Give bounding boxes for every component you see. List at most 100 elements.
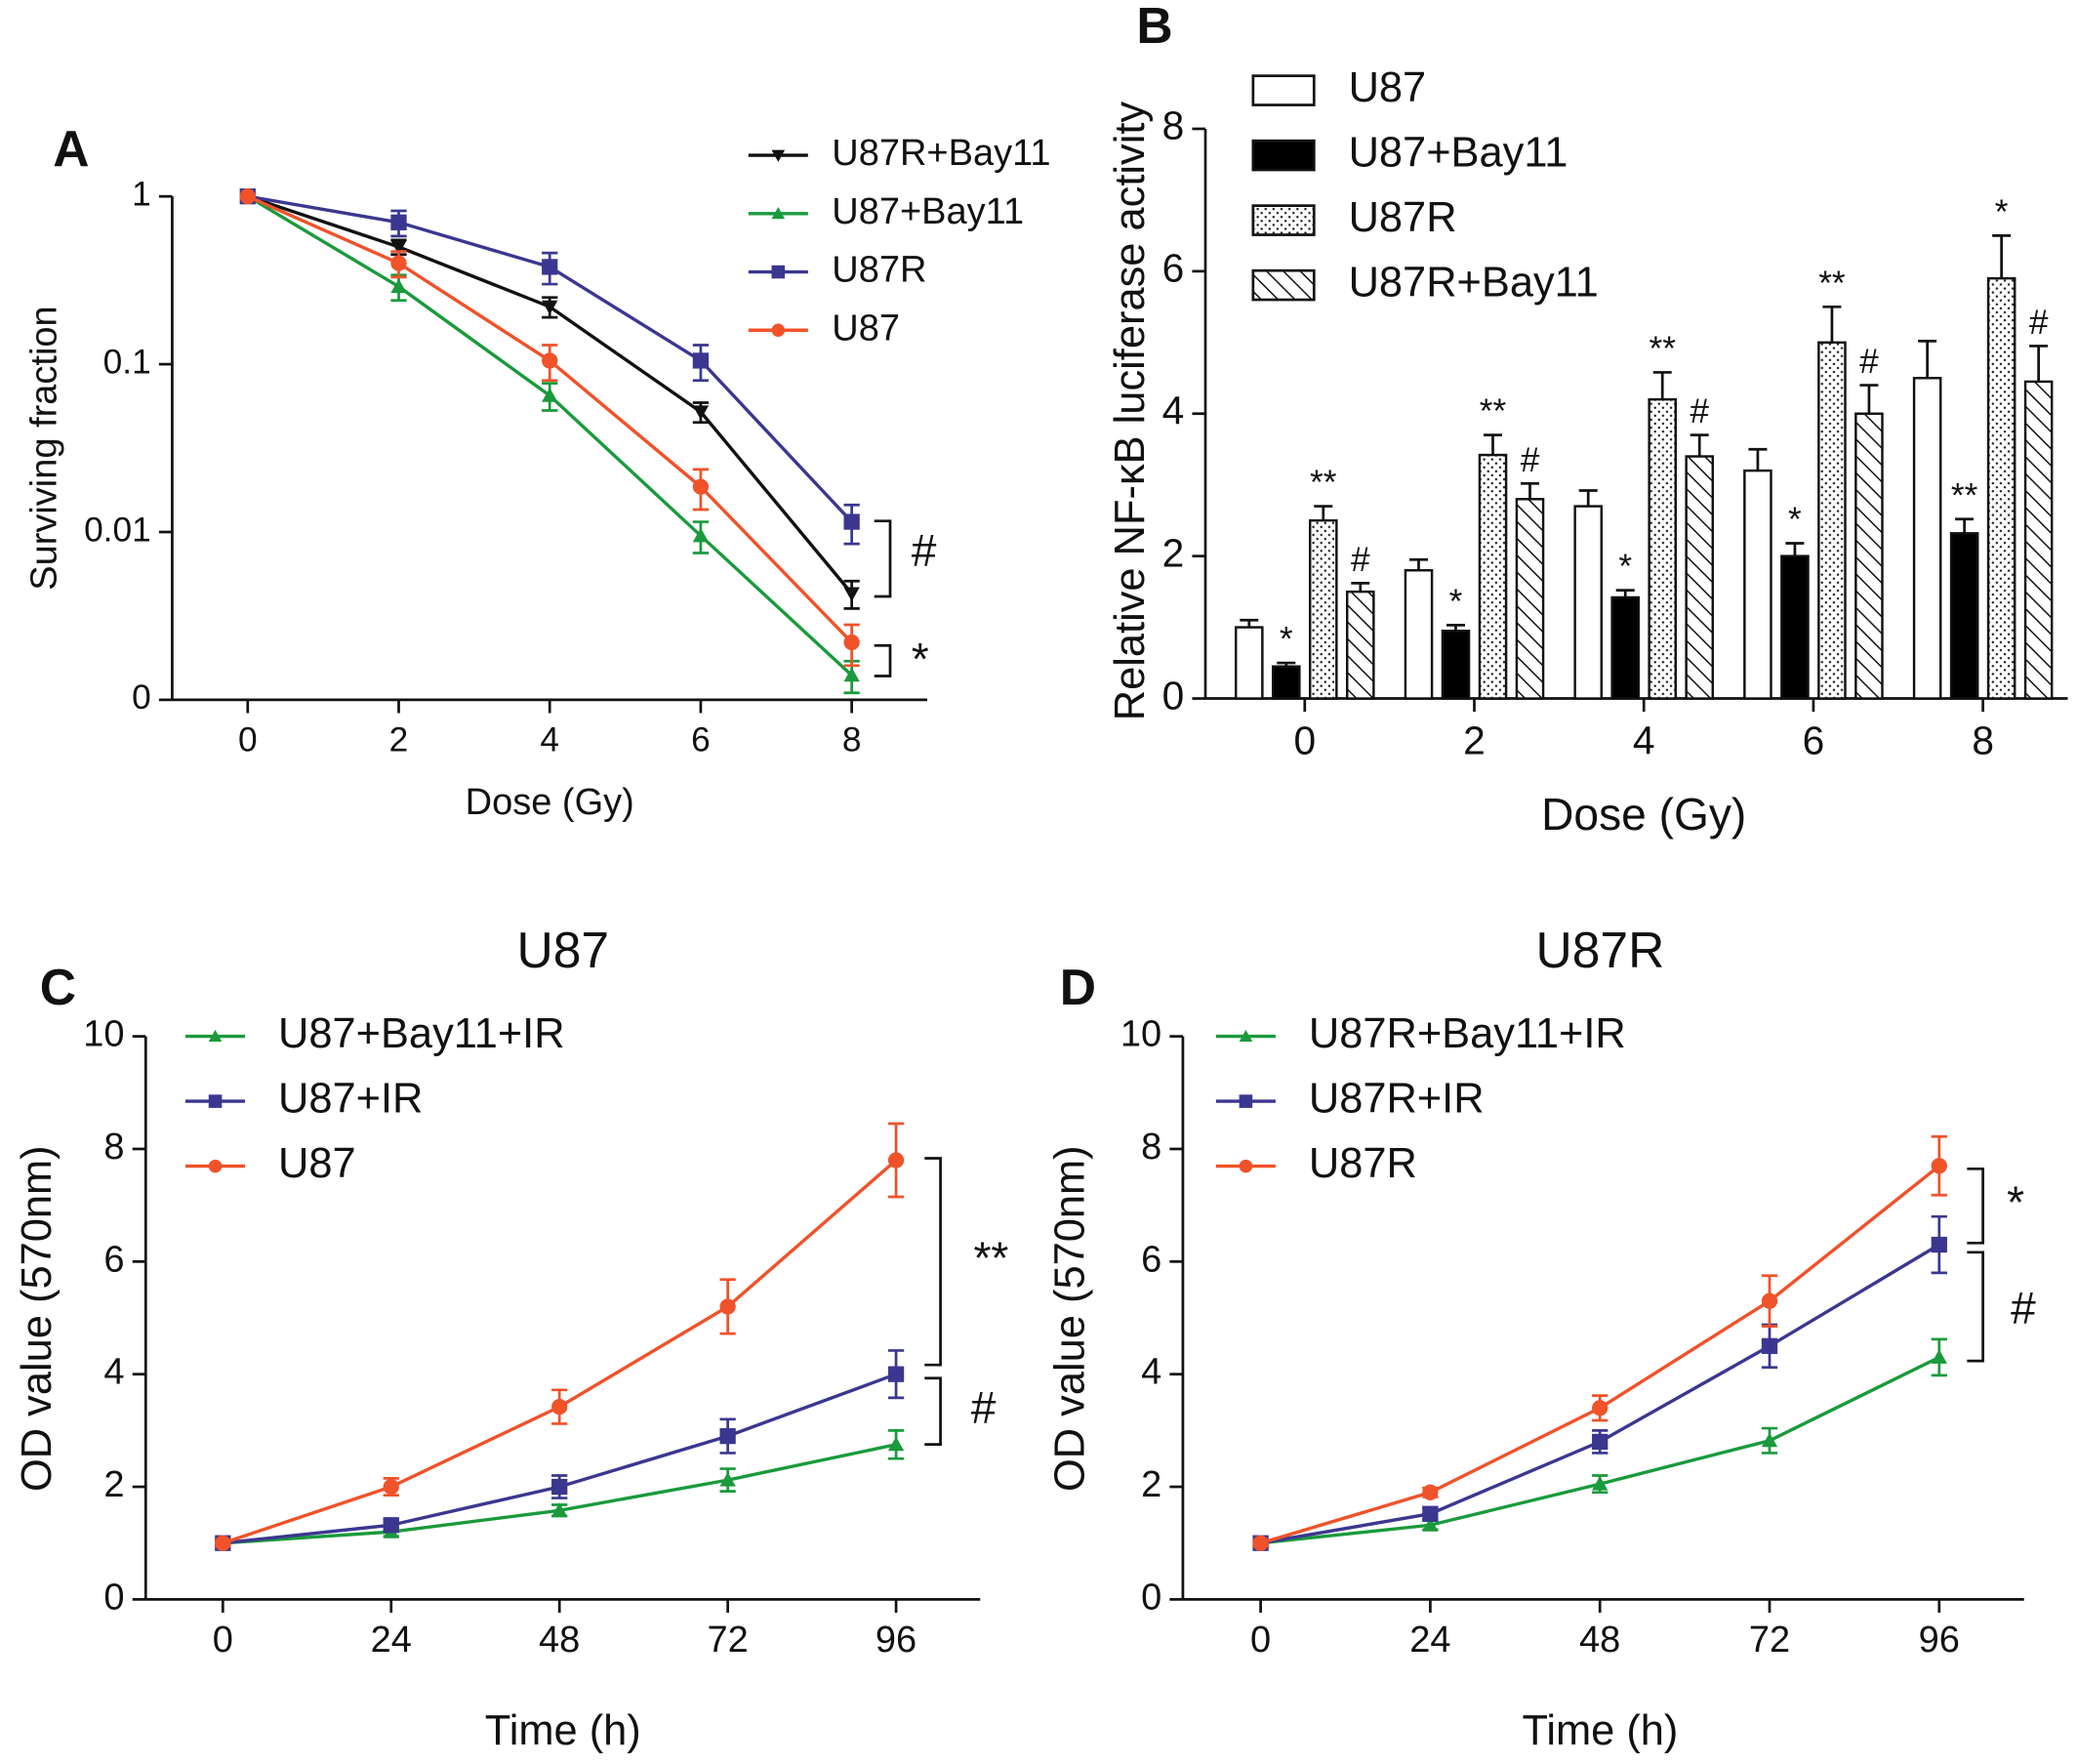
annotation: #: [971, 1382, 997, 1433]
significance-label: **: [1480, 392, 1507, 431]
marker: [692, 405, 710, 421]
legend-marker: [208, 1094, 223, 1108]
bar: [1271, 665, 1301, 700]
marker: [542, 259, 558, 275]
significance-label: *: [1788, 501, 1802, 539]
legend-swatch: [1251, 74, 1316, 106]
marker: [843, 513, 860, 530]
marker: [542, 352, 558, 369]
marker: [383, 1478, 399, 1496]
y-tick-label: 2: [1141, 1464, 1161, 1505]
legend-marker: [1239, 1094, 1253, 1108]
bar: [1854, 412, 1884, 700]
marker: [551, 1502, 568, 1517]
annotation: *: [2007, 1177, 2024, 1228]
marker: [390, 214, 407, 230]
annotation: **: [974, 1233, 1009, 1284]
x-axis-label: Dose (Gy): [1541, 789, 1746, 840]
marker: [887, 1436, 905, 1452]
marker: [551, 1478, 568, 1496]
y-tick-label: 10: [1120, 1014, 1161, 1055]
legend-label: U87R+Bay11: [832, 133, 1050, 174]
legend-label: U87: [1349, 64, 1427, 111]
bar: [1986, 276, 2016, 700]
marker: [390, 278, 407, 294]
error-bar: [1690, 433, 1709, 457]
legend-swatch: [1251, 204, 1316, 236]
legend-swatch: [1251, 268, 1316, 302]
legend-label: U87: [278, 1140, 356, 1187]
bar: [1404, 569, 1434, 700]
x-axis-label: Time (h): [1522, 1707, 1678, 1754]
marker: [692, 527, 710, 543]
y-tick-label: 8: [1141, 1127, 1161, 1168]
x-tick-label: 8: [1972, 718, 1994, 762]
significance-label: *: [1449, 583, 1463, 621]
legend-label: U87+Bay11: [1349, 130, 1568, 177]
marker: [1422, 1484, 1439, 1500]
marker: [887, 1152, 905, 1169]
y-tick-label: 0.1: [103, 343, 151, 381]
marker: [1931, 1236, 1947, 1253]
legend-marker: [771, 265, 786, 279]
marker: [239, 188, 256, 205]
legend-label: U87R: [832, 250, 926, 291]
error-bar: [1351, 582, 1370, 593]
error-bar: [2029, 345, 2049, 382]
bar: [1610, 595, 1641, 700]
error-bar: [1822, 305, 1842, 343]
marker: [1761, 1432, 1778, 1448]
y-tick-label: 0.01: [84, 511, 151, 549]
marker: [1761, 1292, 1778, 1309]
marker: [1761, 1337, 1778, 1354]
legend-marker: [771, 323, 786, 338]
marker: [551, 1398, 568, 1415]
bar: [1441, 630, 1471, 700]
annotation: *: [912, 634, 929, 684]
legend-marker: [208, 1029, 223, 1043]
panel-label: C: [40, 959, 76, 1015]
error-bar: [1314, 505, 1333, 521]
bracket: [1967, 1167, 1984, 1245]
x-tick-label: 8: [842, 721, 862, 759]
y-tick-label: 0: [1162, 673, 1185, 718]
bar: [1515, 498, 1545, 700]
y-axis-label: Surviving fraction: [24, 306, 65, 590]
bar: [1685, 455, 1715, 700]
x-tick-label: 6: [1803, 718, 1825, 762]
significance-label: #: [1351, 541, 1370, 579]
x-tick-label: 2: [1463, 718, 1486, 762]
marker: [542, 388, 558, 402]
legend-marker: [1239, 1159, 1253, 1173]
marker: [719, 1427, 736, 1445]
error-bar: [1992, 234, 2012, 279]
significance-label: **: [1649, 330, 1676, 368]
y-tick-label: 4: [1141, 1352, 1161, 1393]
bar: [1478, 453, 1508, 700]
marker: [692, 352, 710, 369]
marker: [1931, 1158, 1947, 1174]
marker: [390, 255, 407, 271]
significance-label: #: [2029, 304, 2049, 342]
x-tick-label: 4: [540, 721, 559, 759]
bar: [1780, 554, 1810, 700]
x-tick-label: 0: [1250, 1620, 1271, 1661]
y-axis-label: OD value (570nm): [14, 1145, 61, 1492]
error-bar: [1409, 557, 1428, 571]
x-tick-label: 0: [213, 1620, 233, 1661]
error-bar: [1785, 542, 1805, 556]
y-tick-label: 0: [103, 1577, 124, 1618]
legend-label: U87+IR: [278, 1076, 423, 1123]
y-tick-label: 8: [103, 1127, 124, 1168]
bar: [1308, 518, 1338, 700]
legend-swatch: [1251, 139, 1316, 172]
error-bar: [1521, 481, 1539, 500]
panel-label: D: [1060, 959, 1096, 1015]
error-bar: [1955, 517, 1975, 534]
y-tick-label: 10: [83, 1014, 124, 1055]
bar: [1234, 626, 1264, 700]
marker: [843, 667, 860, 682]
x-tick-label: 0: [238, 721, 258, 759]
